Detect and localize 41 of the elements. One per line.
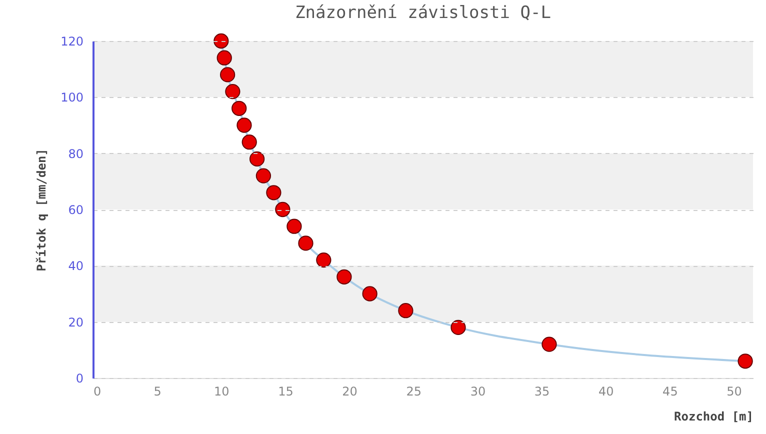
point — [249, 151, 265, 167]
y-tick-label: 120 — [60, 34, 84, 48]
x-axis-title: Rozchod [m] — [674, 410, 754, 424]
point — [316, 252, 332, 268]
y-tick-label: 0 — [76, 372, 84, 386]
point — [242, 134, 257, 150]
point — [266, 185, 282, 200]
x-tick-label: 45 — [662, 384, 678, 398]
point — [236, 118, 252, 133]
y-tick-label: 80 — [68, 146, 84, 161]
point — [214, 33, 229, 49]
point — [398, 303, 414, 318]
x-tick-label: 25 — [406, 384, 422, 398]
x-tick-label: 0 — [94, 384, 102, 398]
y-tick-label: 100 — [60, 90, 84, 105]
x-tick-label: 30 — [470, 384, 486, 398]
point — [362, 286, 378, 302]
y-tick-label: 60 — [68, 203, 84, 217]
x-tick-label: 35 — [534, 384, 550, 398]
point — [286, 218, 302, 234]
point — [275, 202, 290, 218]
y-tick-label: 20 — [68, 315, 84, 330]
point — [336, 269, 352, 284]
x-tick-label: 5 — [154, 384, 162, 398]
point — [256, 168, 272, 184]
x-tick-label: 40 — [598, 384, 614, 398]
point — [232, 100, 247, 116]
y-axis-title: Přítok q [mm/den] — [34, 148, 49, 272]
x-tick-label: 10 — [214, 384, 230, 398]
x-tick-label: 15 — [278, 384, 294, 398]
point — [216, 50, 232, 66]
y-tick-label: 40 — [68, 259, 84, 274]
chart-title: Znázornění závislosti Q-L — [295, 2, 551, 23]
point — [542, 336, 557, 352]
point — [450, 320, 466, 336]
point — [220, 67, 236, 82]
point — [298, 236, 314, 251]
point — [738, 354, 753, 369]
x-tick-label: 20 — [342, 384, 358, 398]
x-tick-label: 50 — [726, 384, 742, 398]
point — [225, 84, 240, 100]
